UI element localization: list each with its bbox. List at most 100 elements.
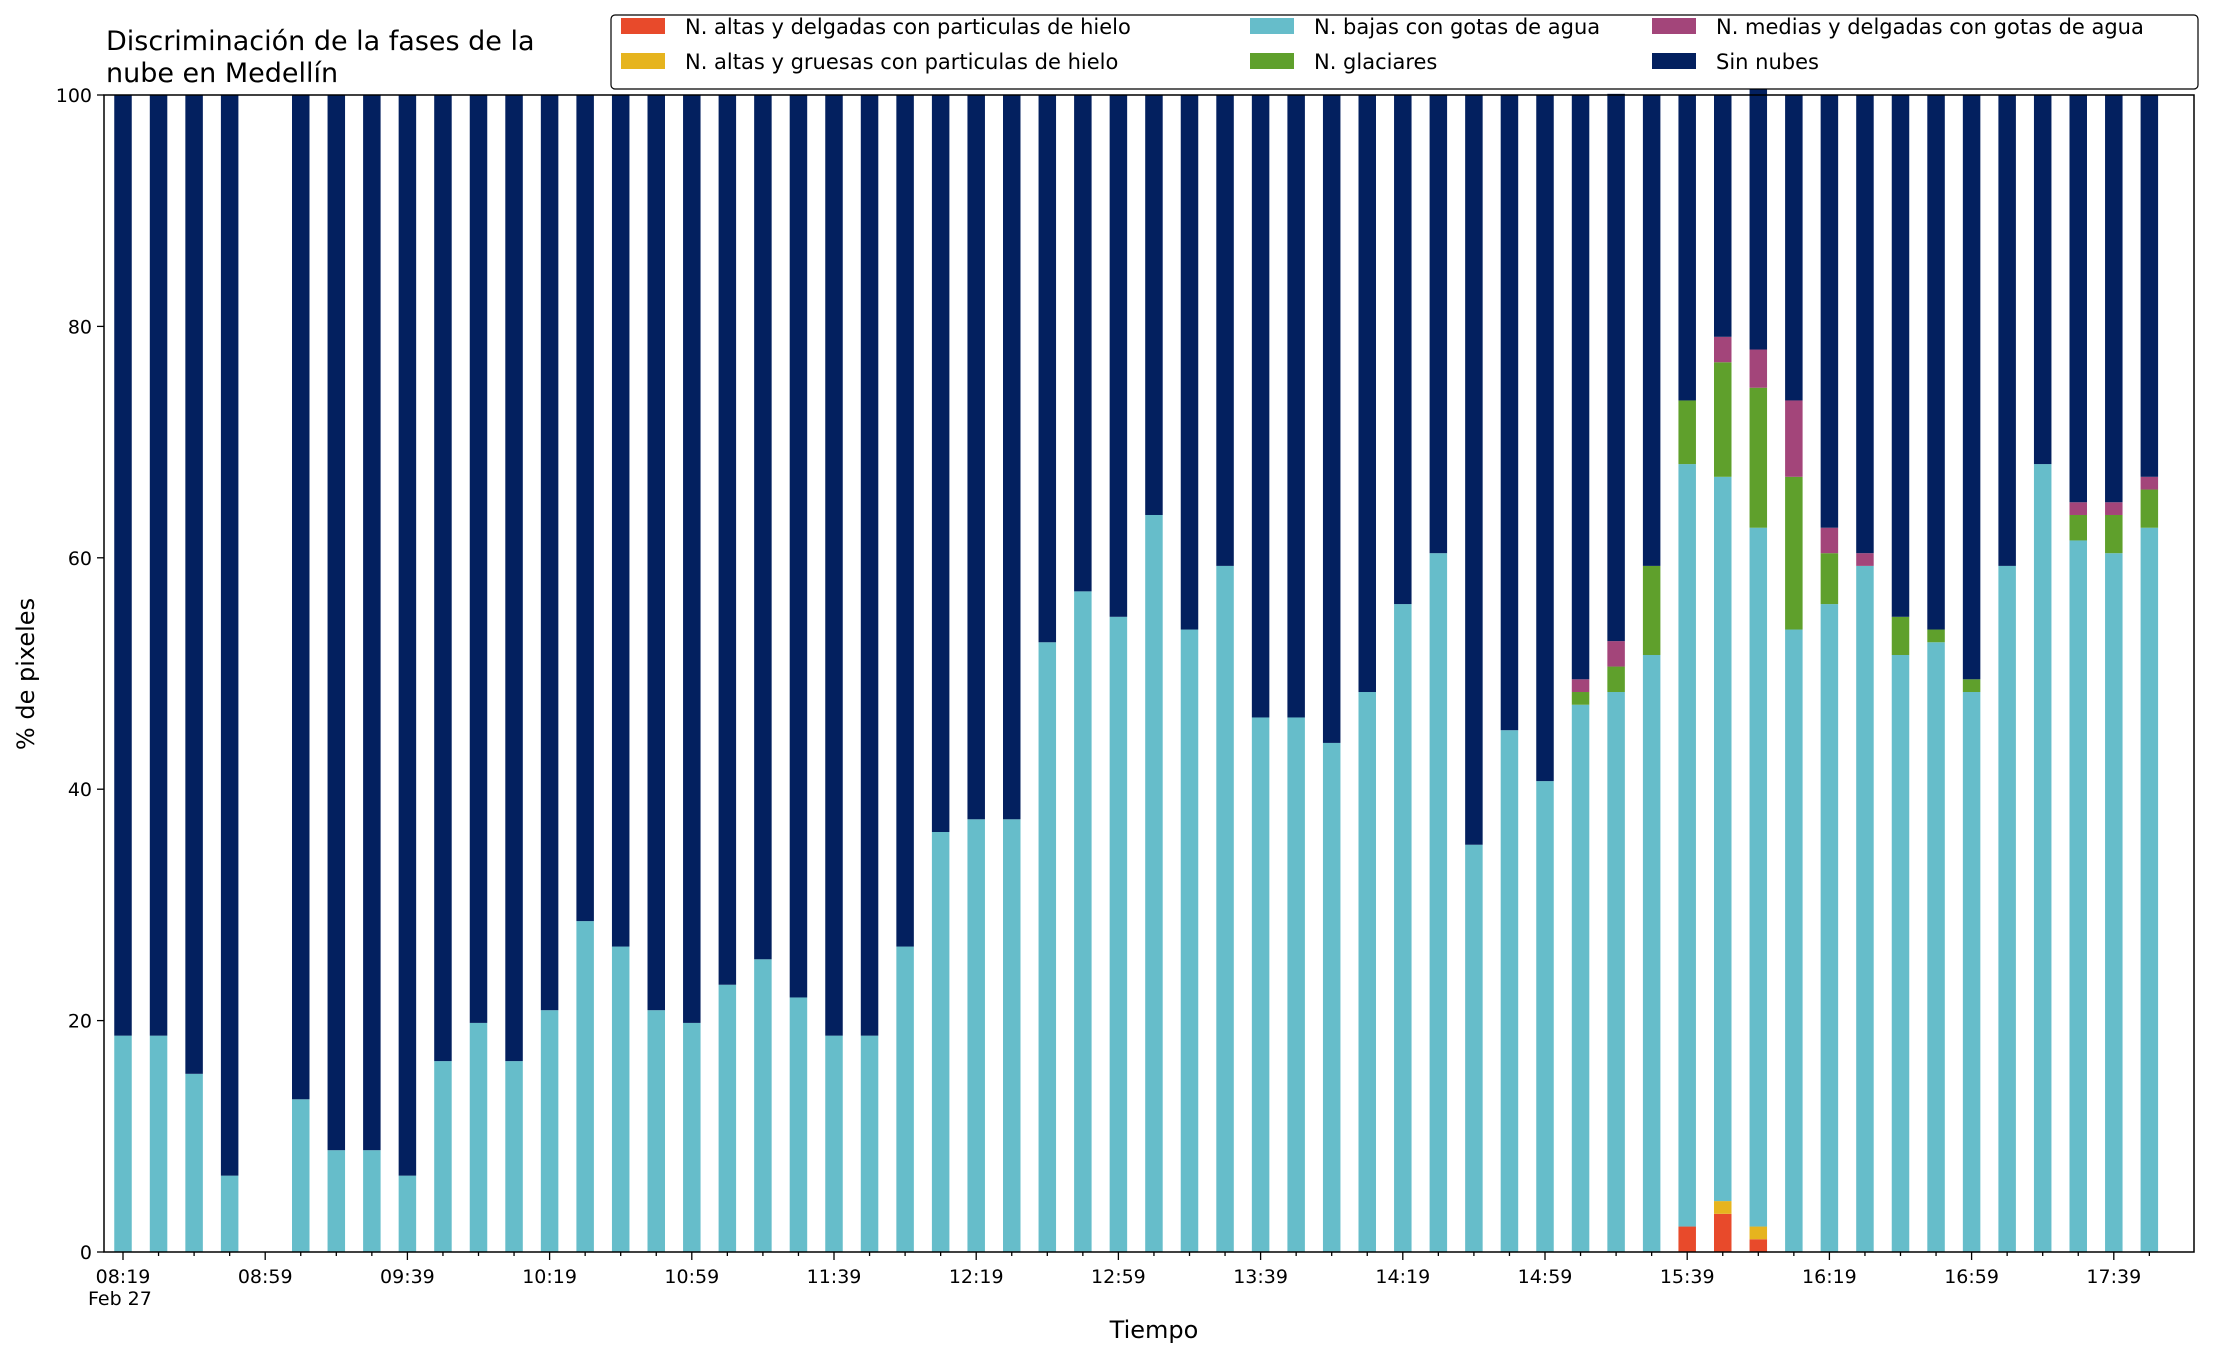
x-tick-label: 08:19 bbox=[96, 1266, 151, 1288]
bar-segment-50-s2 bbox=[1891, 654, 1910, 1252]
bar-segment-51-s3 bbox=[1927, 629, 1945, 643]
bar-segment-33-s5 bbox=[1287, 95, 1305, 718]
bar-segment-37-s2 bbox=[1429, 553, 1448, 1252]
bar-segment-54-s5 bbox=[2033, 95, 2052, 465]
x-axis-label: Tiempo bbox=[1109, 1316, 1199, 1344]
bar-segment-56-s2 bbox=[2105, 553, 2123, 1252]
bar-segment-53-s2 bbox=[1998, 565, 2016, 1252]
x-tick-label: 17:39 bbox=[2086, 1266, 2141, 1288]
bar-segment-17-s5 bbox=[718, 95, 737, 985]
bar-segment-41-s4 bbox=[1571, 679, 1590, 693]
bar-segment-52-s3 bbox=[1962, 679, 1981, 693]
bar-segment-34-s5 bbox=[1322, 95, 1341, 743]
bar-segment-46-s4 bbox=[1749, 349, 1768, 388]
bar-segment-36-s2 bbox=[1394, 604, 1412, 1252]
chart-title-line: nube en Medellín bbox=[106, 58, 338, 89]
bar-segment-25-s5 bbox=[1003, 95, 1021, 820]
bar-segment-35-s5 bbox=[1358, 95, 1376, 693]
bar-segment-32-s5 bbox=[1251, 95, 1270, 718]
x-tick-label: 12:59 bbox=[1091, 1266, 1146, 1288]
bar-segment-43-s5 bbox=[1642, 95, 1661, 566]
bar-segment-1-s2 bbox=[149, 1035, 168, 1252]
bar-segment-35-s2 bbox=[1358, 692, 1376, 1252]
bar-segment-33-s2 bbox=[1287, 717, 1305, 1252]
bar-segment-40-s5 bbox=[1536, 95, 1554, 782]
legend-swatch bbox=[621, 53, 665, 69]
bar-segment-56-s4 bbox=[2105, 502, 2123, 515]
bar-segment-9-s5 bbox=[434, 95, 452, 1062]
bar-segment-10-s2 bbox=[469, 1022, 488, 1252]
bar-segment-3-s2 bbox=[220, 1175, 239, 1252]
y-tick-label: 40 bbox=[68, 779, 92, 801]
bar-segment-43-s2 bbox=[1642, 654, 1661, 1252]
bar-segment-44-s3 bbox=[1678, 400, 1696, 465]
bar-segment-14-s5 bbox=[611, 95, 630, 947]
chart-title: Discriminación de la fases de la nube en … bbox=[106, 26, 535, 89]
y-tick-label: 20 bbox=[68, 1011, 92, 1033]
bar-segment-49-s2 bbox=[1856, 565, 1874, 1252]
bar-segment-19-s5 bbox=[789, 95, 808, 998]
legend-swatch bbox=[1652, 53, 1696, 69]
bar-segment-56-s3 bbox=[2105, 514, 2123, 554]
bar-segment-23-s2 bbox=[931, 832, 950, 1252]
bar-segment-38-s5 bbox=[1465, 95, 1483, 845]
bar-segment-2-s2 bbox=[185, 1073, 203, 1252]
bar-segment-26-s2 bbox=[1038, 642, 1057, 1252]
bar-segment-46-s5 bbox=[1749, 82, 1768, 350]
bar-segment-28-s5 bbox=[1109, 95, 1128, 617]
bar-segment-39-s5 bbox=[1500, 95, 1519, 731]
x-tick-label: 16:59 bbox=[1944, 1266, 1999, 1288]
y-tick-label: 0 bbox=[80, 1242, 92, 1264]
bar-segment-12-s5 bbox=[540, 95, 559, 1011]
bar-segment-26-s5 bbox=[1038, 95, 1057, 643]
legend-swatch bbox=[621, 18, 665, 34]
bar-segment-51-s2 bbox=[1927, 642, 1945, 1252]
bar-segment-41-s3 bbox=[1571, 692, 1590, 705]
bar-segment-29-s5 bbox=[1145, 95, 1163, 515]
bar-segment-6-s5 bbox=[327, 95, 346, 1151]
y-axis: 0 20 40 60 80 100 bbox=[56, 85, 104, 1264]
bar-segment-30-s5 bbox=[1180, 95, 1199, 630]
bar-segment-40-s2 bbox=[1536, 781, 1554, 1252]
bar-segment-10-s5 bbox=[469, 95, 488, 1023]
bar-segment-13-s2 bbox=[576, 921, 594, 1252]
bar-segment-46-s3 bbox=[1749, 387, 1768, 528]
bar-segment-56-s5 bbox=[2105, 95, 2123, 503]
y-tick-label: 100 bbox=[56, 85, 92, 107]
bar-segment-57-s2 bbox=[2140, 527, 2159, 1252]
bar-segment-31-s5 bbox=[1216, 95, 1234, 566]
bar-segment-1-s5 bbox=[149, 95, 168, 1036]
bar-segment-48-s3 bbox=[1820, 553, 1839, 605]
bar-segment-29-s2 bbox=[1145, 514, 1163, 1252]
legend-label: N. altas y delgadas con particulas de hi… bbox=[685, 15, 1131, 39]
bar-segment-41-s2 bbox=[1571, 704, 1590, 1252]
bar-segment-42-s4 bbox=[1607, 641, 1625, 667]
bar-segment-45-s1 bbox=[1714, 1201, 1732, 1214]
bar-segment-44-s5 bbox=[1678, 95, 1696, 401]
bar-segment-50-s3 bbox=[1891, 616, 1910, 655]
bar-segment-8-s5 bbox=[398, 95, 417, 1176]
bar-segment-25-s2 bbox=[1003, 819, 1021, 1252]
bar-segment-7-s5 bbox=[363, 95, 381, 1151]
bar-segment-45-s5 bbox=[1714, 95, 1732, 337]
x-tick-label: 11:39 bbox=[807, 1266, 862, 1288]
bar-segment-24-s2 bbox=[967, 819, 985, 1252]
legend-label: Sin nubes bbox=[1716, 50, 1819, 74]
bar-segment-20-s5 bbox=[825, 95, 843, 1036]
bar-segment-55-s4 bbox=[2069, 502, 2087, 515]
bar-segment-23-s5 bbox=[931, 95, 950, 833]
bars-layer bbox=[114, 82, 2159, 1252]
legend-label: N. medias y delgadas con gotas de agua bbox=[1716, 15, 2144, 39]
y-tick-label: 80 bbox=[68, 316, 92, 338]
bar-segment-31-s2 bbox=[1216, 565, 1234, 1252]
bar-segment-38-s2 bbox=[1465, 844, 1483, 1252]
bar-segment-5-s5 bbox=[292, 95, 310, 1100]
x-tick-label: 09:39 bbox=[380, 1266, 435, 1288]
bar-segment-45-s4 bbox=[1714, 336, 1732, 363]
bar-segment-47-s2 bbox=[1785, 629, 1803, 1252]
bar-segment-45-s3 bbox=[1714, 362, 1732, 477]
bar-segment-17-s2 bbox=[718, 984, 737, 1252]
bar-segment-42-s3 bbox=[1607, 666, 1625, 693]
bar-segment-50-s5 bbox=[1891, 95, 1910, 617]
